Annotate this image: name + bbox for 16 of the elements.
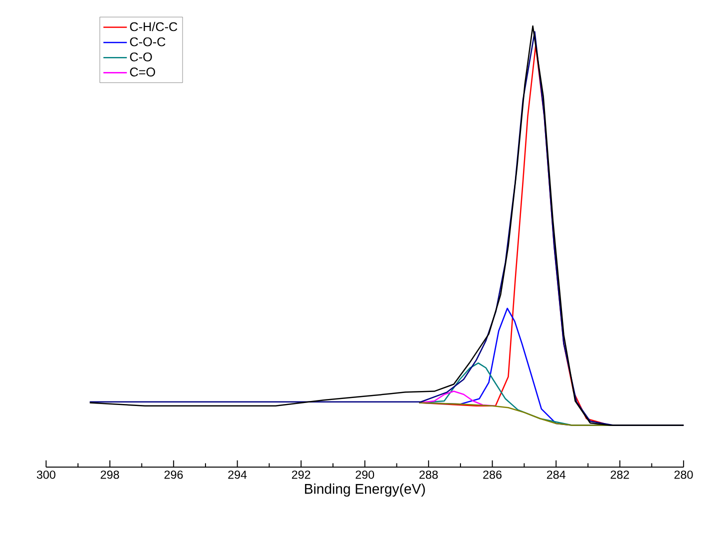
x-tick-label: 290 <box>356 470 374 479</box>
x-tick-label: 284 <box>546 470 566 479</box>
x-tick-label: 300 <box>36 470 56 479</box>
x-tick-label: 288 <box>419 470 438 479</box>
x-tick-label: 292 <box>292 470 310 479</box>
x-tick-label: 296 <box>164 470 183 479</box>
legend-label: C=O <box>130 67 156 76</box>
x-tick-label: 298 <box>100 470 120 479</box>
x-tick-label: 294 <box>228 470 247 479</box>
legend-label: C-H/C-C <box>130 22 178 32</box>
x-tick-label: 280 <box>674 470 693 479</box>
x-tick-label: 282 <box>610 470 629 479</box>
x-tick-label: 286 <box>483 470 502 479</box>
legend-label: C-O-C <box>130 37 166 46</box>
legend-label: C-O <box>130 52 152 62</box>
x-axis-title: Binding Energy(eV) <box>305 483 425 497</box>
